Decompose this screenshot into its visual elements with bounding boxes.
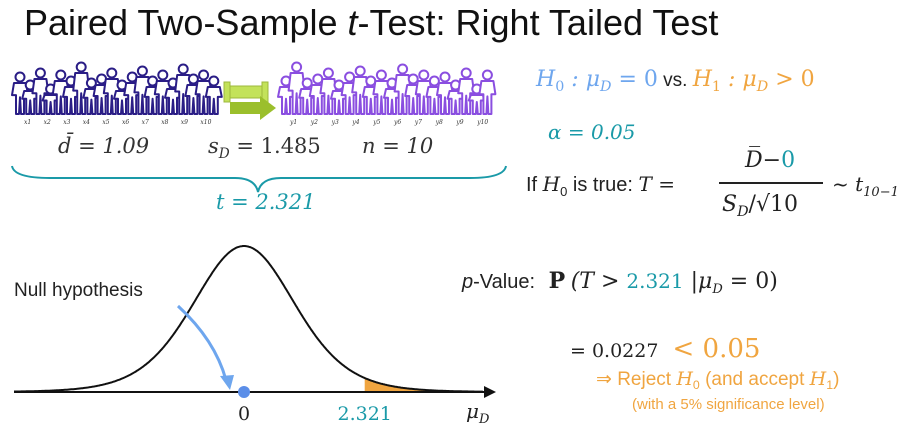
annotation-arrowhead-icon	[220, 375, 234, 390]
brace	[11, 165, 507, 193]
axis-arrow-icon	[484, 386, 496, 398]
alpha-level: α = 0.05	[548, 120, 636, 144]
test-stat-condition: If H0 is true: T =	[526, 172, 675, 199]
formula-denominator: SD/√10	[722, 192, 798, 220]
after-label: y7	[414, 119, 422, 126]
before-label: x10	[200, 119, 211, 126]
after-label: y1	[289, 119, 297, 126]
fraction-bar	[719, 182, 823, 184]
stat-n: n = 10	[362, 134, 434, 158]
t-distribution: ~ t10−1	[832, 172, 899, 200]
title-text: Paired Two-Sample	[24, 2, 348, 43]
h1-statement: H1 : μD > 0	[692, 67, 815, 95]
after-label: y5	[372, 119, 380, 126]
title-t: t	[347, 2, 358, 43]
transfer-arrow-icon	[223, 81, 276, 120]
p-value-result: = 0.0227 < 0.05	[570, 334, 761, 364]
person-after-icon	[287, 61, 306, 115]
person-before-icon	[31, 67, 50, 115]
formula-numerator: D̅−0	[745, 148, 796, 173]
after-label: y6	[393, 119, 401, 126]
before-label: x9	[181, 119, 188, 126]
h0-statement: H0 : μD = 0	[536, 67, 658, 95]
significance-note: (with a 5% significance level)	[632, 396, 825, 413]
after-label: y9	[455, 119, 463, 126]
tick-zero: 0	[238, 403, 250, 424]
t-distribution-chart: Null hypothesis 0 2.321 μD	[14, 245, 496, 424]
stat-dbar: d̄ = 1.09	[58, 134, 150, 158]
people-illustration: x1 x2 x3 x4 x5 x6 x7 x8 x9 x10 y1 y2 y3 y4 y5 y6 y7 y8 y9 y…	[11, 61, 497, 126]
tick-t-value: 2.321	[337, 403, 391, 424]
rejection-region	[364, 378, 450, 392]
title-text-end: -Test: Right Tailed Test	[357, 2, 719, 43]
null-hypothesis-point	[238, 386, 250, 398]
axis-label: μD	[466, 399, 490, 424]
before-label: x7	[142, 119, 149, 126]
before-label: x2	[44, 119, 51, 126]
after-label: y4	[351, 119, 359, 126]
t-statistic: t = 2.321	[216, 190, 316, 214]
person-before-icon	[204, 75, 223, 115]
after-people-group	[277, 61, 497, 115]
after-label: y10	[476, 119, 488, 126]
stat-sd: sD = 1.485	[208, 134, 321, 162]
before-label: x1	[24, 119, 31, 126]
annotation-label: Null hypothesis	[14, 280, 143, 301]
before-people-group	[11, 61, 223, 115]
before-label: x3	[63, 119, 70, 126]
density-curve	[14, 245, 484, 393]
before-label: x8	[161, 119, 168, 126]
hypotheses: H0 : μD = 0 vs. H1 : μD > 0	[536, 66, 815, 95]
after-label: y3	[331, 119, 339, 126]
vs-label: vs.	[657, 70, 693, 91]
page-title: Paired Two-Sample t-Test: Right Tailed T…	[24, 2, 718, 44]
people-labels: x1 x2 x3 x4 x5 x6 x7 x8 x9 x10 y1 y2 y3 y4 y5 y6 y7 y8 y9 y…	[24, 119, 488, 126]
person-after-icon	[478, 69, 497, 115]
before-label: x4	[83, 119, 90, 126]
person-before-icon	[164, 77, 182, 115]
p-value-expression: p-Value: P (T > 2.321 |μD = 0)	[462, 268, 778, 297]
after-label: y2	[310, 119, 318, 126]
before-label: x6	[122, 119, 129, 126]
conclusion: ⇒ Reject H0 (and accept H1)	[596, 368, 840, 393]
after-label: y8	[435, 119, 443, 126]
annotation-arrow	[176, 304, 228, 381]
before-label: x5	[102, 119, 109, 126]
